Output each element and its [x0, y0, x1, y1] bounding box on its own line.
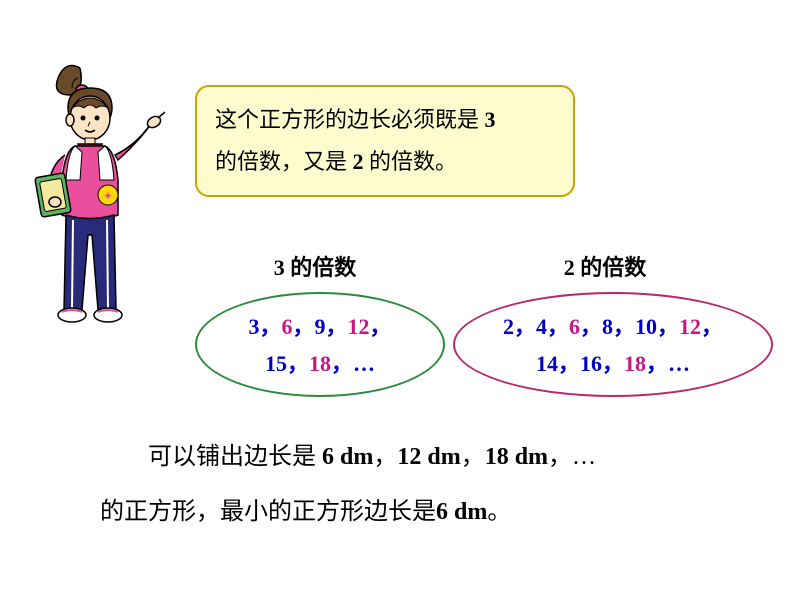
multiples-section: 3 的倍数 2 的倍数 3，6，9，12， 15，18，… 2，4，6，8，10… [195, 250, 775, 397]
m2-5: 10 [635, 314, 657, 339]
sep: ， [558, 351, 580, 376]
m2-3: 6 [569, 314, 580, 339]
sep: ， [547, 314, 569, 339]
header-2-num: 2 [564, 255, 575, 280]
m3-3: 9 [315, 314, 326, 339]
multiples-headers: 3 的倍数 2 的倍数 [195, 250, 775, 282]
sep: ， [331, 351, 353, 376]
ellipse-multiples-2: 2，4，6，8，10，12， 14，16，18，… [453, 292, 773, 397]
header-2-text: 的倍数 [575, 255, 647, 280]
c-v4: 6 dm [436, 499, 487, 525]
c-s3: ，… [548, 444, 596, 470]
header-multiples-of-2: 2 的倍数 [435, 250, 775, 282]
sep: ， [657, 314, 679, 339]
sep: ， [370, 314, 392, 339]
c-t3: 。 [487, 499, 511, 525]
character-girl: ✦ [30, 60, 170, 330]
sep: ， [701, 314, 723, 339]
m3-6: 18 [309, 351, 331, 376]
speech-text-2: 的倍数，又是 [215, 149, 353, 174]
c-v2: 12 dm [397, 444, 460, 470]
m3-5: 15 [265, 351, 287, 376]
ellipses-row: 3，6，9，12， 15，18，… 2，4，6，8，10，12， 14，16，1… [195, 292, 775, 397]
sep: ， [602, 351, 624, 376]
sep: ， [580, 314, 602, 339]
speech-text-1: 这个正方形的边长必须既是 [215, 107, 485, 132]
c-s2: ， [461, 444, 485, 470]
m2-9: 18 [624, 351, 646, 376]
m3-2: 6 [281, 314, 292, 339]
m2-4: 8 [602, 314, 613, 339]
sep: ， [259, 314, 281, 339]
m2-2: 4 [536, 314, 547, 339]
sep: ， [613, 314, 635, 339]
header-multiples-of-3: 3 的倍数 [195, 250, 435, 282]
speech-num-2: 2 [353, 149, 364, 174]
speech-num-3: 3 [485, 107, 496, 132]
svg-text:✦: ✦ [103, 189, 113, 203]
ellipse-multiples-3: 3，6，9，12， 15，18，… [195, 292, 445, 397]
c-t1: 可以铺出边长是 [148, 444, 322, 470]
m2-6: 12 [679, 314, 701, 339]
c-v1: 6 dm [322, 444, 373, 470]
conclusion-text: 可以铺出边长是 6 dm，12 dm，18 dm，…的正方形，最小的正方形边长是… [100, 430, 740, 540]
m3-1: 3 [248, 314, 259, 339]
character-svg: ✦ [30, 60, 170, 330]
sep: ， [646, 351, 668, 376]
speech-bubble: 这个正方形的边长必须既是 3 的倍数，又是 2 的倍数。 [195, 85, 575, 197]
m2-dots: … [668, 351, 690, 376]
c-s1: ， [373, 444, 397, 470]
sep: ， [326, 314, 348, 339]
m2-7: 14 [536, 351, 558, 376]
m3-4: 12 [348, 314, 370, 339]
c-t2: 的正方形，最小的正方形边长是 [100, 485, 436, 540]
sep: ， [514, 314, 536, 339]
sep: ， [287, 351, 309, 376]
header-3-num: 3 [274, 255, 285, 280]
m3-dots: … [353, 351, 375, 376]
header-3-text: 的倍数 [285, 255, 357, 280]
sep: ， [292, 314, 314, 339]
speech-text-3: 的倍数。 [364, 149, 458, 174]
m2-1: 2 [503, 314, 514, 339]
c-v3: 18 dm [485, 444, 548, 470]
m2-8: 16 [580, 351, 602, 376]
